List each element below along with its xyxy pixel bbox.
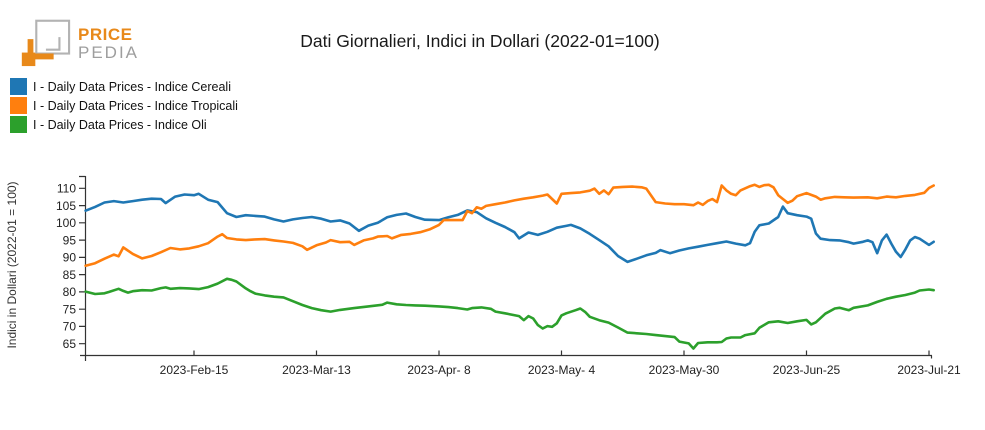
series-line-indice-tropicali — [84, 183, 936, 268]
x-tick-label: 2023-May- 4 — [528, 363, 596, 377]
series-line-indice-cereali — [84, 192, 936, 264]
y-tick-label: 80 — [63, 285, 77, 299]
y-tick-label: 105 — [56, 199, 76, 213]
y-tick-label: 85 — [63, 268, 77, 282]
x-tick-label: 2023-Jul-21 — [897, 363, 961, 377]
y-tick-label: 65 — [63, 337, 77, 351]
legend-item-indice-tropicali[interactable]: I - Daily Data Prices - Indice Tropicali — [10, 97, 238, 114]
y-tick-label: 70 — [63, 320, 77, 334]
axes-spines — [79, 175, 933, 361]
x-tick-label: 2023-Feb-15 — [160, 363, 229, 377]
legend-item-indice-cereali[interactable]: I - Daily Data Prices - Indice Cereali — [10, 78, 238, 95]
pricepedia-logo-icon — [16, 14, 72, 73]
legend-swatch-cereali-icon — [10, 78, 27, 95]
logo-word-price: PRICE — [78, 24, 133, 44]
x-tick-label: 2023-Apr- 8 — [407, 363, 471, 377]
y-tick-label: 90 — [63, 251, 77, 265]
x-tick-label: 2023-May-30 — [649, 363, 720, 377]
legend-label: I - Daily Data Prices - Indice Cereali — [33, 79, 231, 94]
pricepedia-logo: PRICE PEDIA — [16, 14, 139, 73]
logo-word-pedia: PEDIA — [78, 42, 140, 62]
x-tick-label: 2023-Jun-25 — [773, 363, 841, 377]
y-tick-label: 110 — [57, 182, 76, 196]
legend-swatch-oli-icon — [10, 116, 27, 133]
legend-label: I - Daily Data Prices - Indice Oli — [33, 117, 207, 132]
chart-title: Dati Giornalieri, Indici in Dollari (202… — [300, 31, 660, 51]
y-tick-label: 100 — [56, 216, 76, 230]
legend-item-indice-oli[interactable]: I - Daily Data Prices - Indice Oli — [10, 116, 238, 133]
series-line-indice-oli — [84, 277, 936, 350]
y-tick-label: 75 — [63, 302, 77, 316]
legend-swatch-tropicali-icon — [10, 97, 27, 114]
legend-label: I - Daily Data Prices - Indice Tropicali — [33, 98, 238, 113]
chart-legend: I - Daily Data Prices - Indice Cereali I… — [10, 78, 238, 133]
y-tick-label: 95 — [63, 233, 77, 247]
y-axis-title: Indici in Dollari (2022-01 = 100) — [5, 181, 19, 348]
x-tick-label: 2023-Mar-13 — [282, 363, 351, 377]
pricepedia-logo-text: PRICE PEDIA — [78, 24, 140, 62]
